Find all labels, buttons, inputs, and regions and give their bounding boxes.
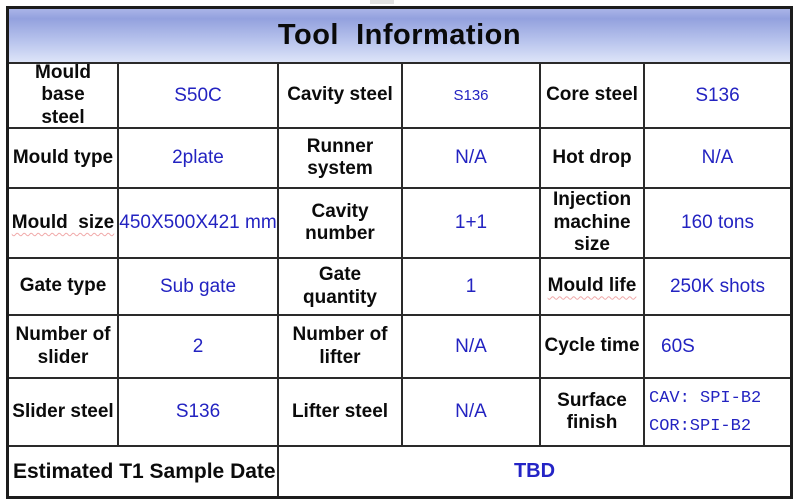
- hot-drop-label: Hot drop: [552, 146, 632, 168]
- cell-number-of-slider-label: Number of slider: [9, 316, 119, 379]
- cell-cycle-time-value: 60S: [645, 316, 790, 379]
- cell-hot-drop-value: N/A: [645, 129, 790, 189]
- cell-mould-base-steel-value: S50C: [119, 64, 279, 129]
- cycle-time-value: 60S: [661, 335, 695, 357]
- cell-gate-quantity-value: 1: [403, 259, 541, 316]
- gate-quantity-label: Gate quantity: [303, 264, 377, 308]
- cell-injection-machine-size-label: Injection machine size: [541, 189, 645, 259]
- table-header: Tool Information: [9, 9, 790, 64]
- mould-life-label: Mould life: [547, 275, 637, 297]
- tool-information-table: Tool Information Mould base steel S50C C…: [6, 6, 793, 499]
- mould-base-steel-label: Mould base steel: [35, 64, 91, 128]
- estimated-t1-sample-date-value: TBD: [513, 460, 556, 482]
- cell-cavity-steel-label: Cavity steel: [279, 64, 403, 129]
- cell-core-steel-value: S136: [645, 64, 790, 129]
- number-of-lifter-label: Number of lifter: [292, 324, 388, 368]
- mould-size-value: 450X500X421 mm: [119, 212, 277, 233]
- mould-type-label: Mould type: [12, 146, 114, 168]
- cycle-time-label: Cycle time: [544, 335, 640, 357]
- cell-core-steel-label: Core steel: [541, 64, 645, 129]
- slider-steel-label: Slider steel: [12, 400, 114, 422]
- cell-mould-size-label: Mould size: [9, 189, 119, 259]
- cell-gate-type-label: Gate type: [9, 259, 119, 316]
- number-of-slider-value: 2: [192, 335, 204, 357]
- cavity-number-label: Cavity number: [305, 200, 375, 244]
- cell-mould-type-value: 2plate: [119, 129, 279, 189]
- cell-mould-size-value: 450X500X421 mm: [119, 189, 279, 259]
- cell-cavity-number-value: 1+1: [403, 189, 541, 259]
- cell-hot-drop-label: Hot drop: [541, 129, 645, 189]
- cavity-steel-value: S136: [453, 87, 489, 104]
- cell-surface-finish-label: Surface finish: [541, 379, 645, 447]
- slider-steel-value: S136: [175, 401, 221, 422]
- hot-drop-value: N/A: [701, 147, 734, 168]
- injection-machine-size-value: 160 tons: [681, 212, 754, 233]
- cavity-steel-label: Cavity steel: [287, 84, 393, 106]
- gate-type-value: Sub gate: [159, 275, 237, 297]
- cell-mould-life-label: Mould life: [541, 259, 645, 316]
- cell-cavity-steel-value: S136: [403, 64, 541, 129]
- number-of-slider-label: Number of slider: [15, 324, 111, 368]
- cell-slider-steel-label: Slider steel: [9, 379, 119, 447]
- mould-life-value: 250K shots: [669, 275, 766, 297]
- gate-quantity-value: 1: [465, 275, 477, 297]
- cell-cavity-number-label: Cavity number: [279, 189, 403, 259]
- screenshot-edge-artifact: [370, 0, 394, 4]
- cell-number-of-lifter-value: N/A: [403, 316, 541, 379]
- mould-base-steel-value: S50C: [174, 84, 222, 106]
- number-of-lifter-value: N/A: [455, 335, 487, 357]
- cell-cycle-time-label: Cycle time: [541, 316, 645, 379]
- surface-finish-label: Surface finish: [557, 389, 627, 433]
- mould-type-value: 2plate: [172, 147, 224, 168]
- cell-gate-type-value: Sub gate: [119, 259, 279, 316]
- surface-finish-core-value: COR:SPI-B2: [649, 416, 752, 436]
- injection-machine-size-label: Injection machine size: [552, 189, 632, 256]
- cell-gate-quantity-label: Gate quantity: [279, 259, 403, 316]
- cavity-number-value: 1+1: [454, 212, 488, 233]
- cell-lifter-steel-label: Lifter steel: [279, 379, 403, 447]
- cell-slider-steel-value: S136: [119, 379, 279, 447]
- estimated-t1-sample-date-label: Estimated T1 Sample Date: [13, 459, 276, 483]
- surface-finish-cavity-value: CAV: SPI-B2: [649, 388, 762, 408]
- cell-runner-system-label: Runner system: [279, 129, 403, 189]
- table-title: Tool Information: [277, 19, 522, 51]
- cell-mould-base-steel-label: Mould base steel: [9, 64, 119, 129]
- cell-runner-system-value: N/A: [403, 129, 541, 189]
- cell-number-of-lifter-label: Number of lifter: [279, 316, 403, 379]
- cell-injection-machine-size-value: 160 tons: [645, 189, 790, 259]
- core-steel-value: S136: [695, 84, 740, 106]
- cell-estimated-t1-sample-date-label: Estimated T1 Sample Date: [9, 447, 279, 496]
- cell-number-of-slider-value: 2: [119, 316, 279, 379]
- runner-system-label: Runner system: [306, 135, 374, 179]
- lifter-steel-value: N/A: [455, 401, 487, 422]
- cell-mould-type-label: Mould type: [9, 129, 119, 189]
- cell-lifter-steel-value: N/A: [403, 379, 541, 447]
- gate-type-label: Gate type: [19, 275, 107, 297]
- mould-size-label: Mould size: [11, 211, 115, 233]
- cell-surface-finish-value: CAV: SPI-B2 COR:SPI-B2: [645, 379, 790, 447]
- core-steel-label: Core steel: [546, 84, 638, 106]
- cell-mould-life-value: 250K shots: [645, 259, 790, 316]
- runner-system-value: N/A: [455, 147, 487, 168]
- lifter-steel-label: Lifter steel: [291, 400, 389, 422]
- cell-estimated-t1-sample-date-value: TBD: [279, 447, 790, 496]
